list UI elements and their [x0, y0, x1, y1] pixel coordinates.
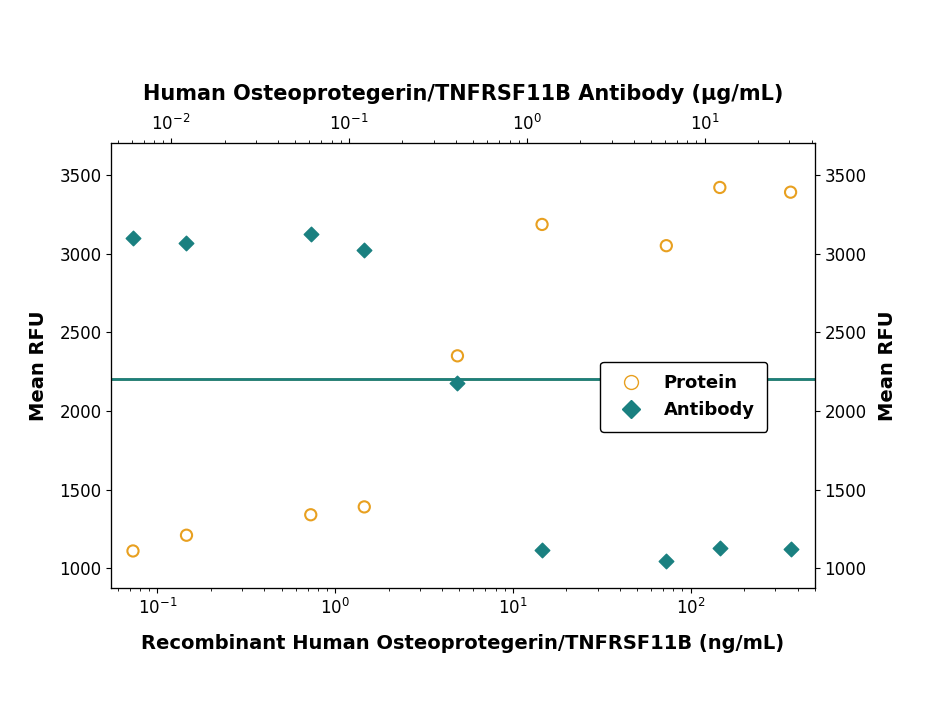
- Point: [179, 237, 194, 249]
- Point: [659, 240, 674, 252]
- Legend: Protein, Antibody: Protein, Antibody: [600, 361, 767, 432]
- Point: [712, 181, 727, 193]
- X-axis label: Human Osteoprotegerin/TNFRSF11B Antibody (μg/mL): Human Osteoprotegerin/TNFRSF11B Antibody…: [143, 84, 783, 104]
- Point: [450, 350, 465, 361]
- Point: [659, 556, 674, 567]
- Point: [357, 244, 371, 256]
- Point: [126, 545, 141, 556]
- Point: [712, 542, 727, 554]
- Y-axis label: Mean RFU: Mean RFU: [878, 310, 897, 421]
- Point: [357, 501, 371, 513]
- Point: [450, 377, 465, 389]
- Y-axis label: Mean RFU: Mean RFU: [29, 310, 48, 421]
- X-axis label: Recombinant Human Osteoprotegerin/TNFRSF11B (ng/mL): Recombinant Human Osteoprotegerin/TNFRSF…: [142, 635, 784, 653]
- Point: [304, 228, 319, 239]
- Point: [534, 544, 549, 556]
- Point: [783, 186, 798, 198]
- Point: [534, 219, 549, 230]
- Point: [179, 529, 194, 541]
- Point: [304, 509, 319, 521]
- Point: [126, 232, 141, 244]
- Point: [783, 543, 798, 555]
